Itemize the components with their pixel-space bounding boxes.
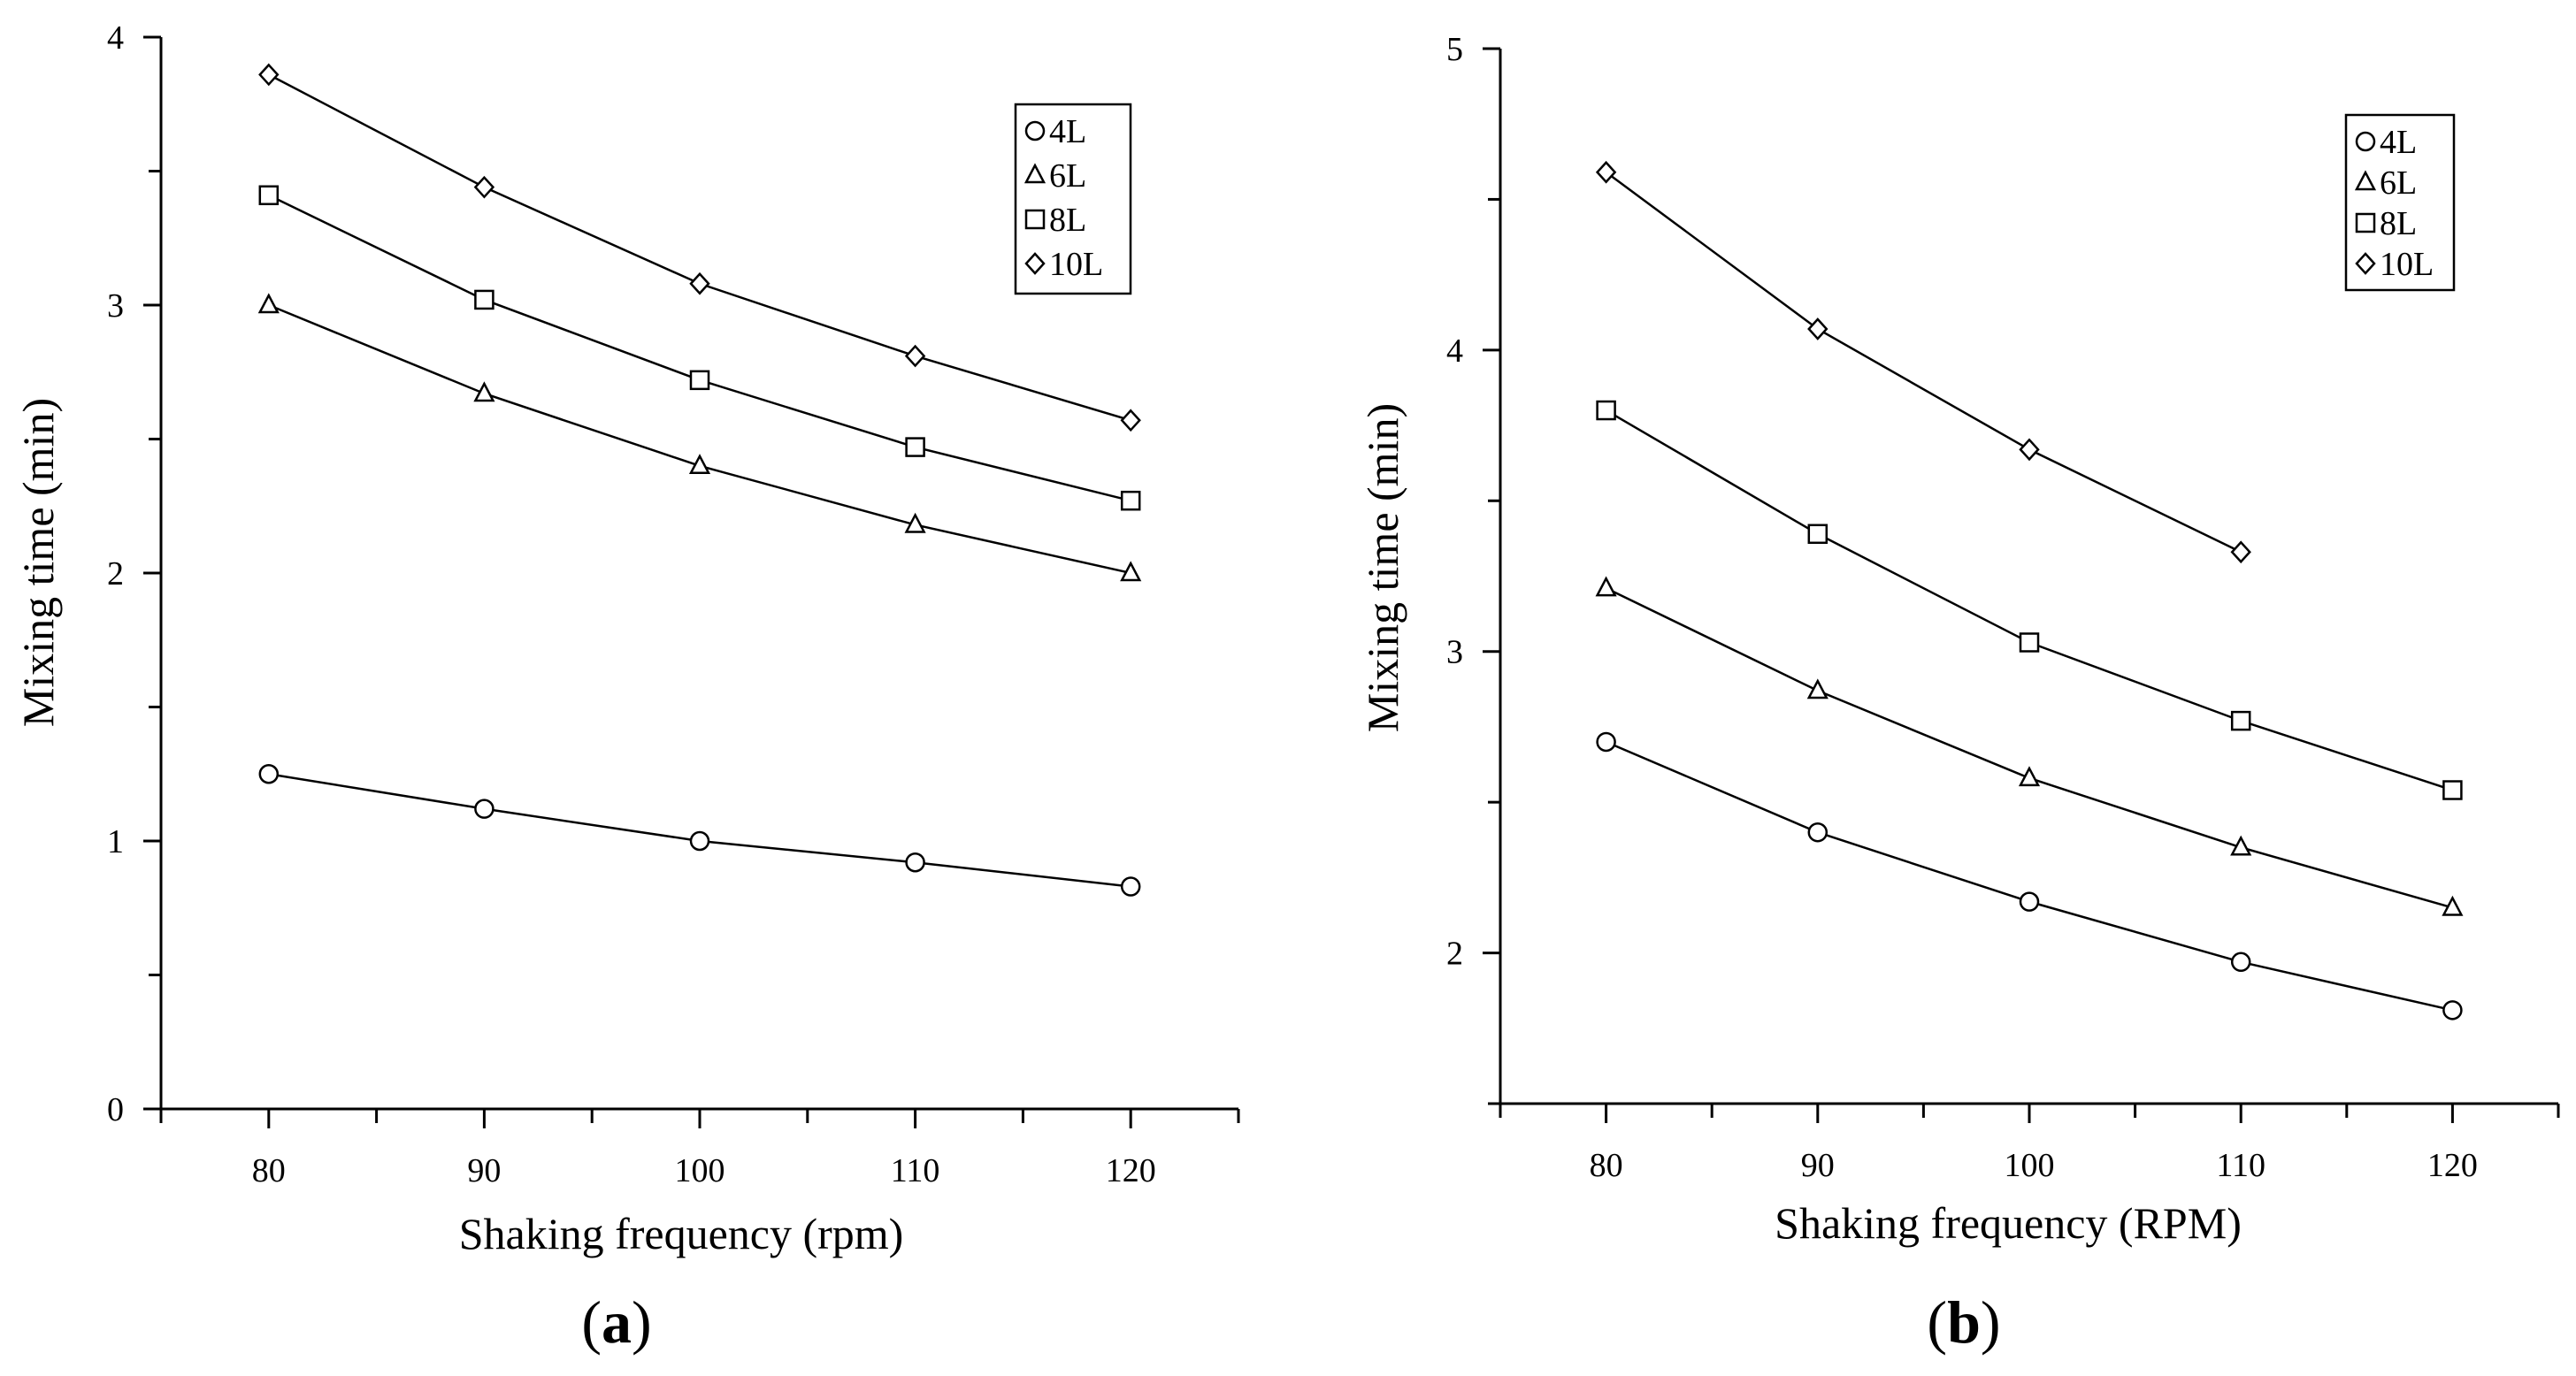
legend-label-a-8L: 8L — [1049, 202, 1086, 239]
data-point-b-8L — [1807, 524, 1828, 545]
data-point-a-8L — [689, 370, 710, 391]
y-tick-label-b: 5 — [1446, 31, 1463, 68]
data-point-b-4L — [1596, 731, 1616, 753]
data-point-a-6L — [473, 381, 495, 402]
y-axis-title-b: Mixing time (min) — [1358, 403, 1407, 732]
y-tick-label-a: 3 — [107, 287, 124, 325]
panel-label-a: (a) — [581, 1288, 651, 1356]
data-point-a-8L — [474, 289, 494, 310]
y-tick-label-a: 4 — [107, 19, 124, 57]
data-point-b-8L — [2442, 780, 2463, 800]
data-point-b-6L — [1806, 678, 1828, 699]
legend-marker-a-8L — [1024, 209, 1046, 230]
data-point-b-4L — [2442, 1000, 2463, 1021]
data-point-b-8L — [1596, 400, 1616, 421]
legend-marker-b-10L — [2355, 252, 2376, 275]
legend-marker-a-6L — [1024, 163, 1046, 184]
y-tick-label-b: 2 — [1446, 936, 1463, 973]
data-point-a-8L — [1120, 490, 1141, 511]
data-point-b-4L — [1807, 822, 1828, 843]
y-tick-label-a: 1 — [107, 823, 124, 860]
legend-marker-a-4L — [1024, 120, 1046, 141]
data-point-a-10L — [689, 271, 710, 295]
data-point-b-10L — [2230, 540, 2251, 564]
y-tick-label-a: 0 — [107, 1091, 124, 1128]
data-point-a-4L — [1120, 876, 1141, 897]
data-point-a-10L — [473, 175, 495, 199]
data-point-b-8L — [2230, 710, 2251, 731]
data-point-a-6L — [904, 512, 926, 533]
x-tick-label-b: 110 — [2216, 1147, 2266, 1184]
legend-label-a-4L: 4L — [1049, 113, 1086, 150]
data-point-a-8L — [905, 437, 925, 457]
x-tick-label-b: 100 — [2005, 1147, 2055, 1184]
data-point-a-10L — [1120, 409, 1141, 432]
data-point-b-6L — [2018, 766, 2041, 787]
legend-label-a-10L: 10L — [1049, 246, 1103, 283]
chart-panel-a: Mixing time (min) Shaking frequency (rpm… — [13, 19, 1240, 1356]
data-point-a-10L — [258, 63, 280, 87]
x-tick-label-a: 90 — [467, 1152, 501, 1189]
data-point-a-6L — [257, 293, 280, 314]
legend-marker-b-8L — [2355, 212, 2376, 233]
y-tick-label-a: 2 — [107, 555, 124, 592]
data-point-b-6L — [2442, 895, 2464, 916]
data-point-b-8L — [2019, 632, 2040, 653]
data-point-b-10L — [1595, 160, 1617, 184]
data-point-b-6L — [2230, 835, 2252, 856]
series-line-b-8L — [1605, 409, 2453, 791]
data-point-b-6L — [1595, 576, 1617, 597]
x-tick-label-a: 120 — [1106, 1152, 1156, 1189]
y-axis-title-a: Mixing time (min) — [13, 398, 63, 727]
data-point-a-4L — [258, 764, 280, 784]
data-point-b-10L — [1807, 317, 1828, 340]
x-tick-label-b: 90 — [1801, 1147, 1835, 1184]
series-line-a-4L — [268, 773, 1131, 888]
legend-marker-b-6L — [2354, 170, 2377, 191]
legend-label-b-4L: 4L — [2380, 124, 2417, 161]
y-tick-label-b: 3 — [1446, 634, 1463, 671]
data-point-a-8L — [258, 185, 280, 206]
x-axis-title-a: Shaking frequency (rpm) — [459, 1209, 904, 1258]
chart-panel-b: Mixing time (min) Shaking frequency (RPM… — [1358, 31, 2560, 1356]
x-tick-label-b: 120 — [2427, 1147, 2478, 1184]
series-line-a-10L — [268, 73, 1131, 422]
x-tick-label-b: 80 — [1590, 1147, 1623, 1184]
data-point-a-6L — [1120, 561, 1142, 582]
data-point-a-4L — [689, 830, 710, 852]
legend-label-b-10L: 10L — [2380, 246, 2434, 283]
y-tick-label-b: 4 — [1446, 333, 1463, 370]
legend-label-b-6L: 6L — [2380, 164, 2417, 202]
data-point-a-10L — [904, 344, 926, 368]
x-axis-title-b: Shaking frequency (RPM) — [1775, 1198, 2242, 1248]
data-point-b-10L — [2019, 438, 2040, 462]
data-point-b-4L — [2019, 891, 2040, 912]
data-point-a-4L — [905, 852, 925, 873]
x-tick-label-a: 100 — [675, 1152, 725, 1189]
x-tick-label-a: 110 — [891, 1152, 940, 1189]
legend-marker-a-10L — [1024, 252, 1046, 275]
x-tick-label-a: 80 — [252, 1152, 286, 1189]
panel-label-b: (b) — [1927, 1288, 2000, 1356]
legend-label-a-6L: 6L — [1049, 157, 1086, 195]
series-line-b-10L — [1605, 171, 2242, 554]
series-line-a-6L — [268, 303, 1131, 575]
data-point-b-4L — [2230, 952, 2251, 973]
legend-a: 4L 6L 8L 10L — [1014, 103, 1132, 295]
legend-label-b-8L: 8L — [2380, 205, 2417, 242]
data-point-a-6L — [688, 454, 711, 475]
data-point-a-4L — [474, 799, 494, 819]
legend-marker-b-4L — [2355, 131, 2376, 152]
